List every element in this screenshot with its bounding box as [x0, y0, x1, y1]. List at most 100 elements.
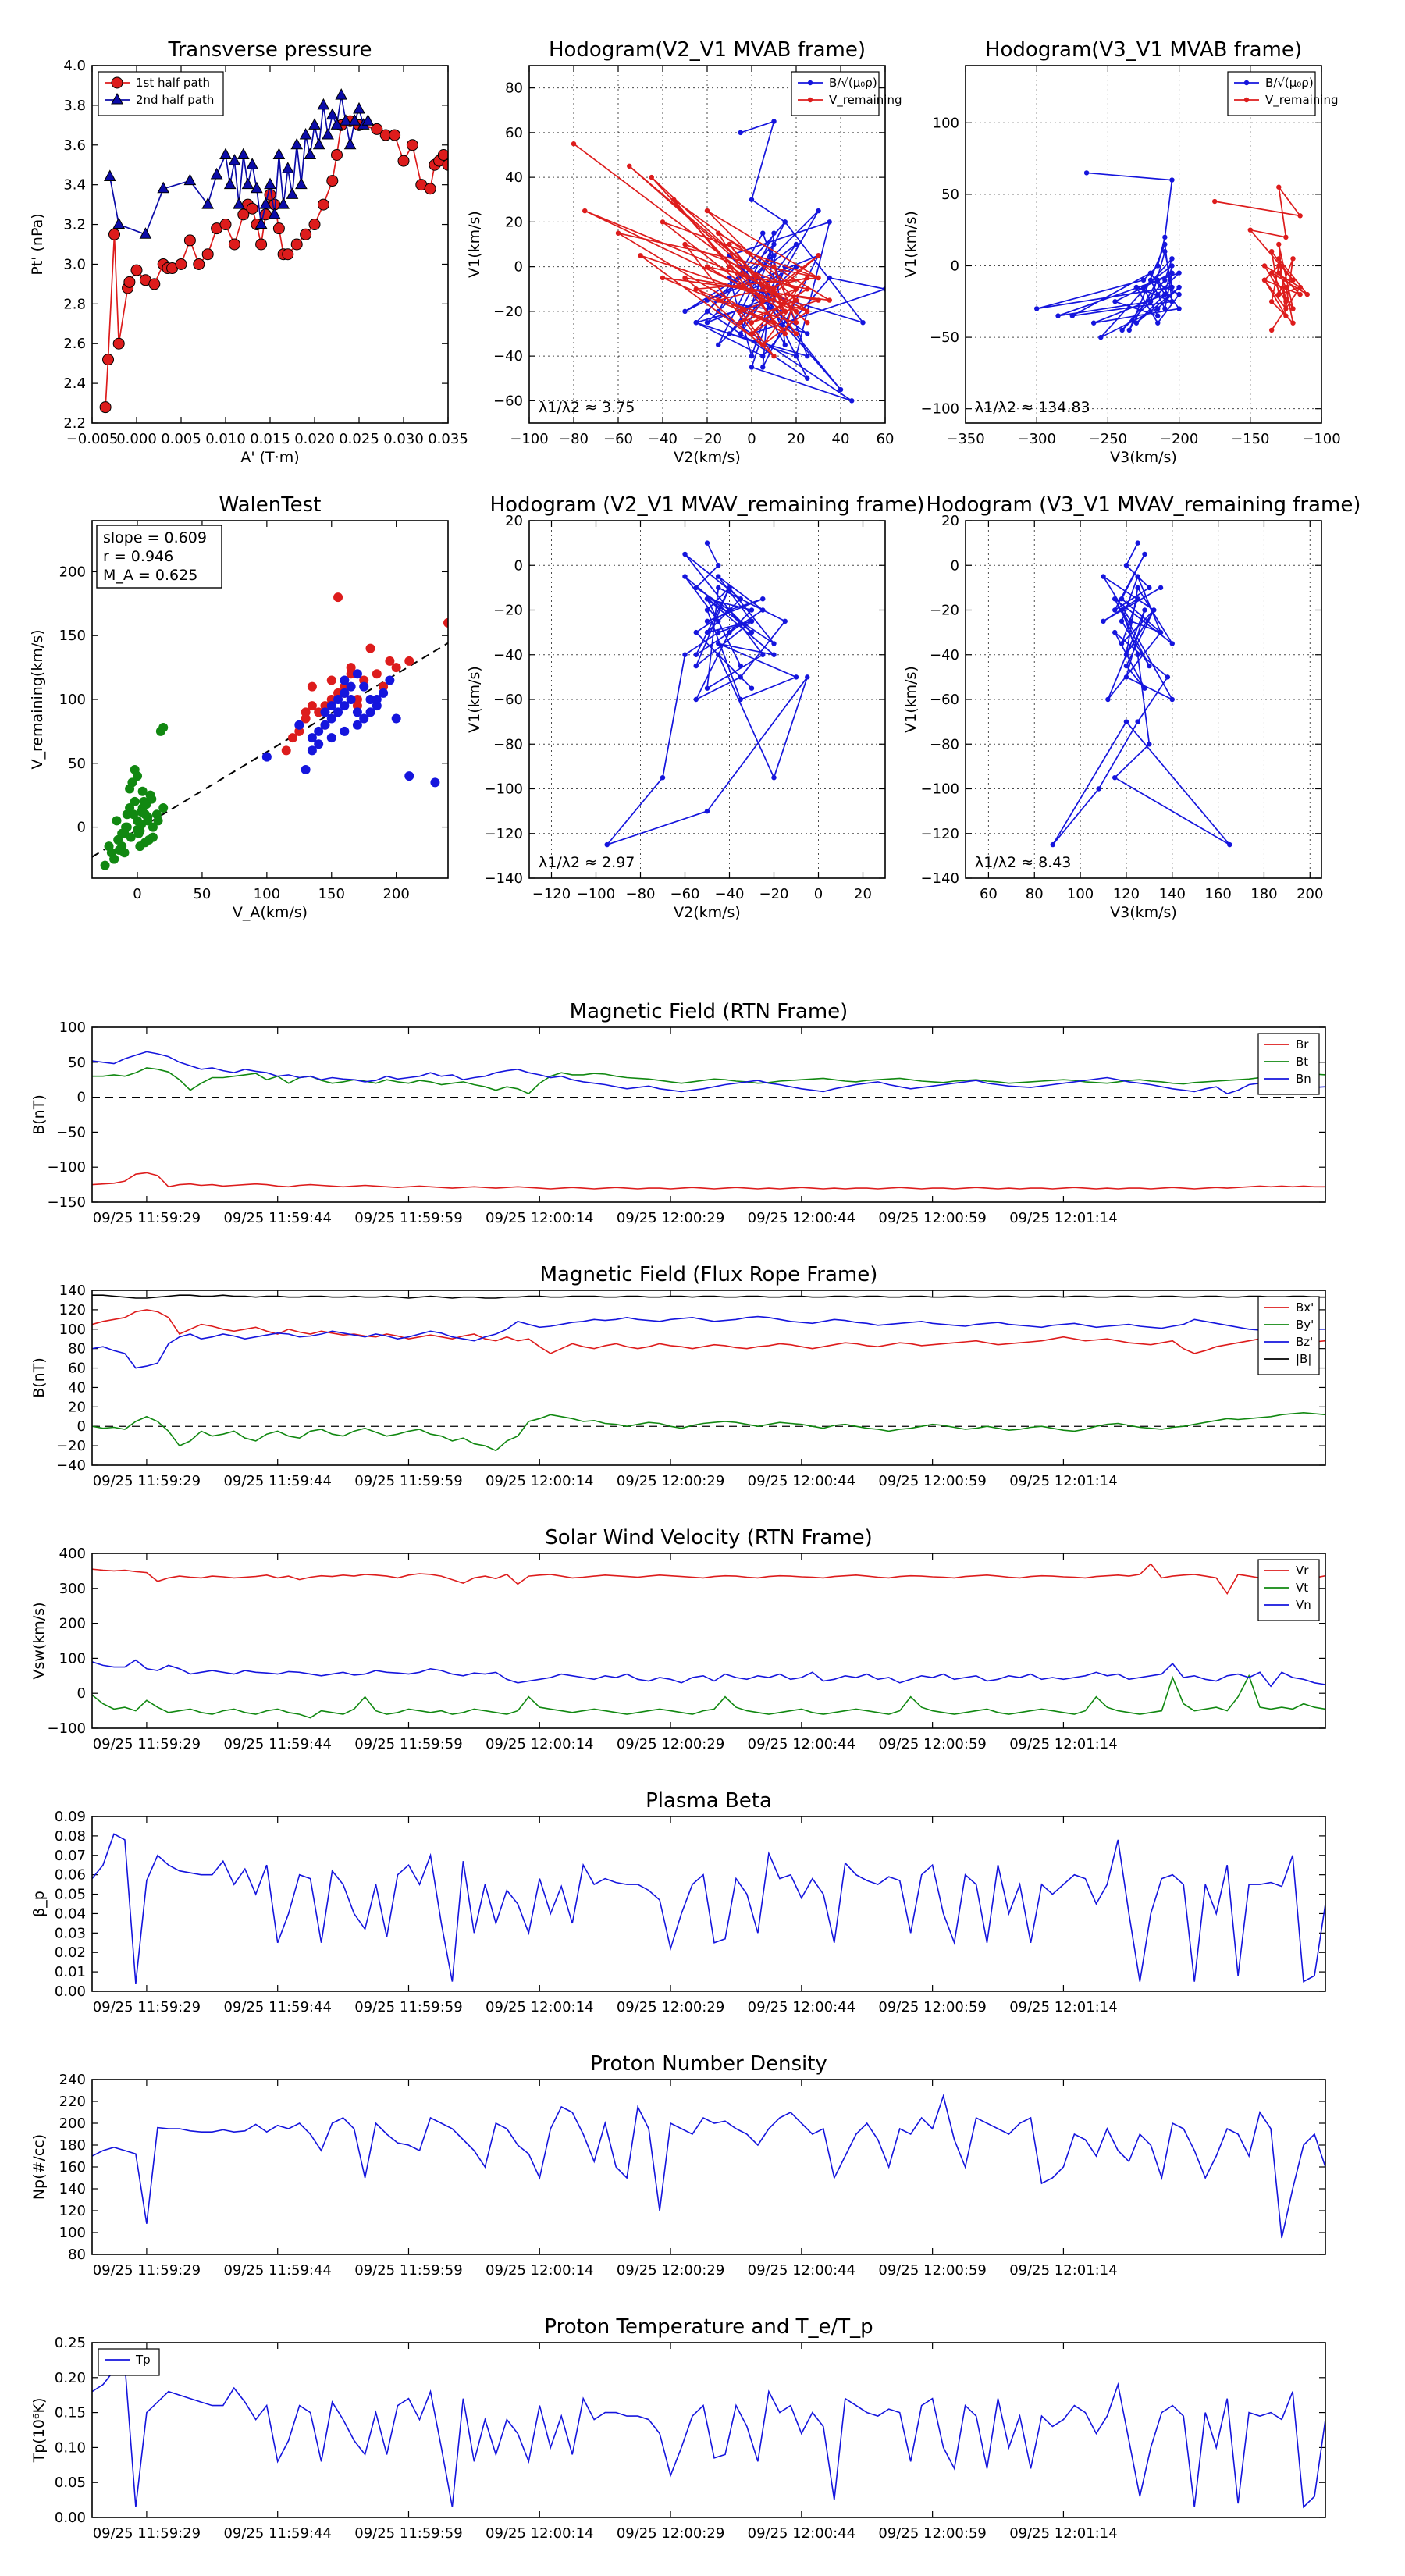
x-tick-label: 09/25 12:00:14 — [486, 1210, 593, 1226]
legend-box — [98, 2348, 160, 2376]
x-tick-label: −120 — [532, 886, 571, 902]
x-tick-label: 0.035 — [428, 431, 468, 447]
data-point — [139, 227, 152, 239]
x-tick-label: 09/25 12:01:14 — [1009, 2262, 1117, 2279]
data-point — [108, 228, 120, 240]
data-point — [148, 822, 158, 832]
data-point — [838, 386, 844, 393]
data-point — [771, 319, 777, 326]
y-tick-label: 160 — [59, 2159, 86, 2176]
y-tick-label: 100 — [59, 1019, 86, 1036]
x-tick-label: −40 — [715, 886, 745, 902]
data-point — [1133, 320, 1140, 326]
x-tick-label: 160 — [1204, 886, 1231, 902]
chart-title: Hodogram (V2_V1 MVAV_remaining frame) — [490, 493, 925, 517]
data-point — [693, 663, 699, 669]
chart-title: WalenTest — [219, 493, 322, 517]
series-line — [92, 1563, 1325, 1596]
data-point — [1290, 306, 1296, 311]
y-tick-label: 20 — [505, 214, 523, 230]
y-axis-label: Tp(10⁶K) — [30, 2398, 48, 2464]
x-axis-label: A' (T·m) — [240, 449, 299, 466]
data-point — [437, 149, 448, 161]
data-point — [1169, 299, 1175, 304]
data-point — [307, 681, 317, 692]
data-point — [782, 618, 788, 624]
data-point — [443, 617, 448, 628]
series-bt — [92, 1067, 1325, 1095]
data-point — [1147, 270, 1154, 276]
data-point — [682, 574, 688, 579]
data-point — [1155, 306, 1161, 311]
data-point — [1297, 291, 1303, 297]
data-point — [704, 264, 710, 269]
data-point — [175, 258, 187, 270]
legend-box — [791, 71, 880, 116]
data-point — [1140, 284, 1147, 290]
series-line — [92, 2094, 1325, 2239]
data-point — [111, 76, 123, 89]
data-point — [660, 774, 666, 781]
data-point — [716, 641, 721, 646]
data-point — [326, 713, 336, 724]
data-point — [1112, 596, 1118, 602]
data-point — [346, 681, 356, 692]
magnetic-field-rtn-chart: 09/25 11:59:29 09/25 11:59:44 09/25 11:59:… — [30, 1000, 1326, 1226]
data-point — [1276, 270, 1282, 276]
data-point — [716, 230, 721, 236]
data-point — [1276, 256, 1282, 262]
data-point — [1050, 841, 1055, 848]
y-tick-label: 0.09 — [55, 1809, 86, 1825]
y-tick-label: 60 — [505, 125, 523, 141]
data-point — [693, 652, 699, 657]
y-axis-label: V1(km/s) — [466, 211, 483, 278]
data-point — [1169, 696, 1175, 703]
data-point — [1283, 306, 1289, 311]
data-point — [1162, 306, 1168, 311]
x-tick-label: 09/25 12:00:14 — [486, 2262, 593, 2279]
x-tick-label: 09/25 11:59:59 — [354, 1473, 462, 1489]
data-point — [1112, 629, 1118, 635]
data-point — [760, 230, 766, 236]
y-tick-label: 0.03 — [55, 1925, 86, 1941]
plot-frame — [91, 1553, 1326, 1729]
x-tick-label: −200 — [1160, 431, 1198, 447]
x-tick-label: 09/25 12:00:44 — [748, 2525, 855, 2542]
y-tick-label: 100 — [59, 1650, 86, 1667]
data-point — [727, 607, 732, 613]
chart-title: Solar Wind Velocity (RTN Frame) — [545, 1526, 872, 1550]
data-point — [406, 139, 418, 151]
data-point — [304, 148, 317, 159]
data-point — [1304, 291, 1310, 297]
y-tick-label: 100 — [59, 692, 86, 708]
data-point — [102, 354, 115, 366]
data-point — [1119, 596, 1125, 602]
data-point — [1268, 299, 1275, 304]
data-point — [201, 197, 215, 209]
y-tick-label: 100 — [59, 1322, 86, 1338]
y-tick-label: −60 — [930, 692, 959, 708]
y-tick-label: −100 — [48, 1720, 86, 1737]
series-line — [1215, 187, 1308, 331]
data-point — [246, 202, 258, 215]
data-point — [326, 175, 339, 187]
data-point — [259, 197, 272, 209]
data-point — [1290, 256, 1296, 262]
hodogram-v2-v1-mvab-chart: −100 −80 −60 −40 −20 0 20 40 60 −60 −40 −20 0 20 40 60 8… — [466, 38, 902, 466]
data-point — [805, 375, 810, 381]
legend-entry: Bt — [1296, 1055, 1308, 1069]
data-point — [112, 816, 122, 826]
data-point — [210, 167, 223, 180]
data-point — [693, 585, 699, 591]
series-line — [105, 120, 448, 407]
data-point — [158, 722, 169, 732]
data-point — [1162, 291, 1168, 297]
plot-frame — [91, 1816, 1326, 1992]
data-point — [1162, 248, 1168, 254]
data-point — [359, 681, 369, 692]
data-point — [627, 163, 632, 169]
data-point — [793, 674, 799, 680]
data-point — [147, 794, 157, 804]
y-axis-label: V1(km/s) — [902, 666, 919, 733]
data-point — [301, 764, 311, 774]
